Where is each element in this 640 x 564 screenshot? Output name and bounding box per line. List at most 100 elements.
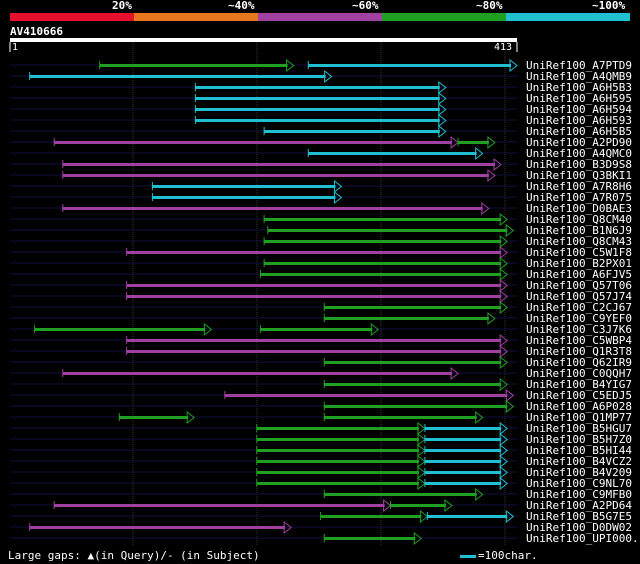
hit-segment-arrow bbox=[509, 58, 518, 73]
hit-label[interactable]: UniRef100_C9YEF0 bbox=[526, 312, 632, 325]
gap-legend: Large gaps: ▲(in Query)/- (in Subject) bbox=[8, 549, 260, 562]
hit-label[interactable]: UniRef100_C3J7K6 bbox=[526, 323, 632, 336]
hit-segment bbox=[62, 163, 496, 166]
hit-label[interactable]: UniRef100_A2PD90 bbox=[526, 136, 632, 149]
hit-segment bbox=[264, 130, 440, 133]
hit-label[interactable]: UniRef100_B4V209 bbox=[526, 466, 632, 479]
hit-segment bbox=[256, 427, 419, 430]
hit-segment-arrow bbox=[499, 454, 508, 469]
hit-segment-arrow bbox=[333, 179, 343, 194]
scale-bar bbox=[460, 554, 476, 558]
hit-segment bbox=[195, 97, 440, 100]
hit-label[interactable]: UniRef100_C9MFB0 bbox=[526, 488, 632, 501]
hit-segment-arrow bbox=[499, 300, 508, 315]
hit-label[interactable]: UniRef100_Q57J74 bbox=[526, 290, 632, 303]
scale-note: =100char. bbox=[460, 549, 538, 562]
hit-label[interactable]: UniRef100_A7PTD9 bbox=[526, 59, 632, 72]
hit-label[interactable]: UniRef100_Q8CM40 bbox=[526, 213, 632, 226]
hit-segment-arrow bbox=[505, 509, 515, 524]
hit-segment-arrow bbox=[499, 377, 508, 392]
hit-label[interactable]: UniRef100_C5W1F8 bbox=[526, 246, 632, 259]
hit-label[interactable]: UniRef100_C5EDJ5 bbox=[526, 389, 632, 402]
hit-segment-arrow bbox=[333, 190, 343, 205]
hit-label[interactable]: UniRef100_A6H5B3 bbox=[526, 81, 632, 94]
hit-segment bbox=[308, 64, 511, 67]
hit-label[interactable]: UniRef100_B5HI44 bbox=[526, 444, 632, 457]
hit-label[interactable]: UniRef100_Q1MP77 bbox=[526, 411, 632, 424]
hit-label[interactable]: UniRef100_B4VCZ2 bbox=[526, 455, 632, 468]
hit-label[interactable]: UniRef100_Q3BKI1 bbox=[526, 169, 632, 182]
hit-segment-arrow bbox=[419, 509, 429, 524]
query-start-label: 1 bbox=[12, 42, 19, 53]
hit-segment bbox=[424, 449, 502, 452]
hit-segment-arrow bbox=[417, 432, 426, 447]
hit-segment bbox=[126, 284, 502, 287]
hit-segment bbox=[324, 416, 477, 419]
hit-label[interactable]: UniRef100_A6P028 bbox=[526, 400, 632, 413]
hit-label[interactable]: UniRef100_B5H7Z0 bbox=[526, 433, 632, 446]
hit-segment-arrow bbox=[499, 432, 508, 447]
hit-label[interactable]: UniRef100_B2PX01 bbox=[526, 257, 632, 270]
hit-segment bbox=[320, 515, 422, 518]
score-label-100: ~100% bbox=[592, 0, 626, 12]
hit-label[interactable]: UniRef100_A7R075 bbox=[526, 191, 632, 204]
hit-label[interactable]: UniRef100_A6H593 bbox=[526, 114, 632, 127]
hit-label[interactable]: UniRef100_A4QMB9 bbox=[526, 70, 632, 83]
hit-segment bbox=[195, 108, 440, 111]
hit-label[interactable]: UniRef100_A6H595 bbox=[526, 92, 632, 105]
hit-segment-arrow bbox=[481, 201, 490, 216]
hit-label[interactable]: UniRef100_A6H594 bbox=[526, 103, 632, 116]
hit-segment-arrow bbox=[499, 256, 508, 271]
hit-label[interactable]: UniRef100_UPI000... bbox=[526, 532, 640, 545]
hit-segment-arrow bbox=[499, 212, 508, 227]
hit-segment-arrow bbox=[450, 366, 459, 381]
hit-segment-arrow bbox=[499, 421, 508, 436]
hit-segment bbox=[54, 141, 453, 144]
scale-text: =100char. bbox=[478, 549, 538, 562]
hit-segment-arrow bbox=[438, 80, 447, 95]
hit-label[interactable]: UniRef100_A6H5B5 bbox=[526, 125, 632, 138]
hit-segment bbox=[126, 339, 502, 342]
hit-label[interactable]: UniRef100_B4YIG7 bbox=[526, 378, 632, 391]
hit-label[interactable]: UniRef100_B1N6J9 bbox=[526, 224, 632, 237]
hit-segment-arrow bbox=[487, 311, 496, 326]
hit-label[interactable]: UniRef100_D0DW02 bbox=[526, 521, 632, 534]
hit-segment bbox=[264, 218, 502, 221]
hit-label[interactable]: UniRef100_A2PD64 bbox=[526, 499, 632, 512]
hit-label[interactable]: UniRef100_B5HGU7 bbox=[526, 422, 632, 435]
hit-segment bbox=[260, 328, 373, 331]
hit-segment bbox=[264, 262, 502, 265]
hit-label[interactable]: UniRef100_Q57T06 bbox=[526, 279, 632, 292]
hit-segment bbox=[99, 64, 288, 67]
hit-segment-arrow bbox=[499, 465, 508, 480]
hit-label[interactable]: UniRef100_A6FJV5 bbox=[526, 268, 632, 281]
hit-segment bbox=[264, 240, 502, 243]
hit-label[interactable]: UniRef100_A7R8H6 bbox=[526, 180, 632, 193]
hit-segment-arrow bbox=[450, 135, 459, 150]
hit-segment-arrow bbox=[493, 157, 502, 172]
hit-label[interactable]: UniRef100_A4QMC0 bbox=[526, 147, 632, 160]
hit-segment bbox=[34, 328, 206, 331]
score-label-80: ~80% bbox=[476, 0, 503, 12]
hit-segment-arrow bbox=[505, 223, 515, 238]
hit-segment-arrow bbox=[417, 476, 426, 491]
hit-label[interactable]: UniRef100_C0QQH7 bbox=[526, 367, 632, 380]
hit-label[interactable]: UniRef100_Q8CM43 bbox=[526, 235, 632, 248]
hit-segment bbox=[119, 416, 189, 419]
hit-segment bbox=[152, 185, 336, 188]
hit-label[interactable]: UniRef100_C5WBP4 bbox=[526, 334, 632, 347]
hit-segment-arrow bbox=[417, 421, 426, 436]
hit-label[interactable]: UniRef100_C9NL70 bbox=[526, 477, 632, 490]
score-label-20: 20% bbox=[112, 0, 132, 12]
hit-segment-arrow bbox=[505, 399, 515, 414]
hit-label[interactable]: UniRef100_B3D9S8 bbox=[526, 158, 632, 171]
hit-segment bbox=[62, 207, 483, 210]
hit-segment-arrow bbox=[487, 168, 496, 183]
hit-label[interactable]: UniRef100_D0BAE3 bbox=[526, 202, 632, 215]
hit-label[interactable]: UniRef100_B5G7E5 bbox=[526, 510, 632, 523]
hit-segment-arrow bbox=[487, 135, 496, 150]
hit-segment-arrow bbox=[438, 113, 447, 128]
hit-label[interactable]: UniRef100_Q1R3T8 bbox=[526, 345, 632, 358]
hit-label[interactable]: UniRef100_C2CJ67 bbox=[526, 301, 632, 314]
hit-label[interactable]: UniRef100_Q62IR9 bbox=[526, 356, 632, 369]
